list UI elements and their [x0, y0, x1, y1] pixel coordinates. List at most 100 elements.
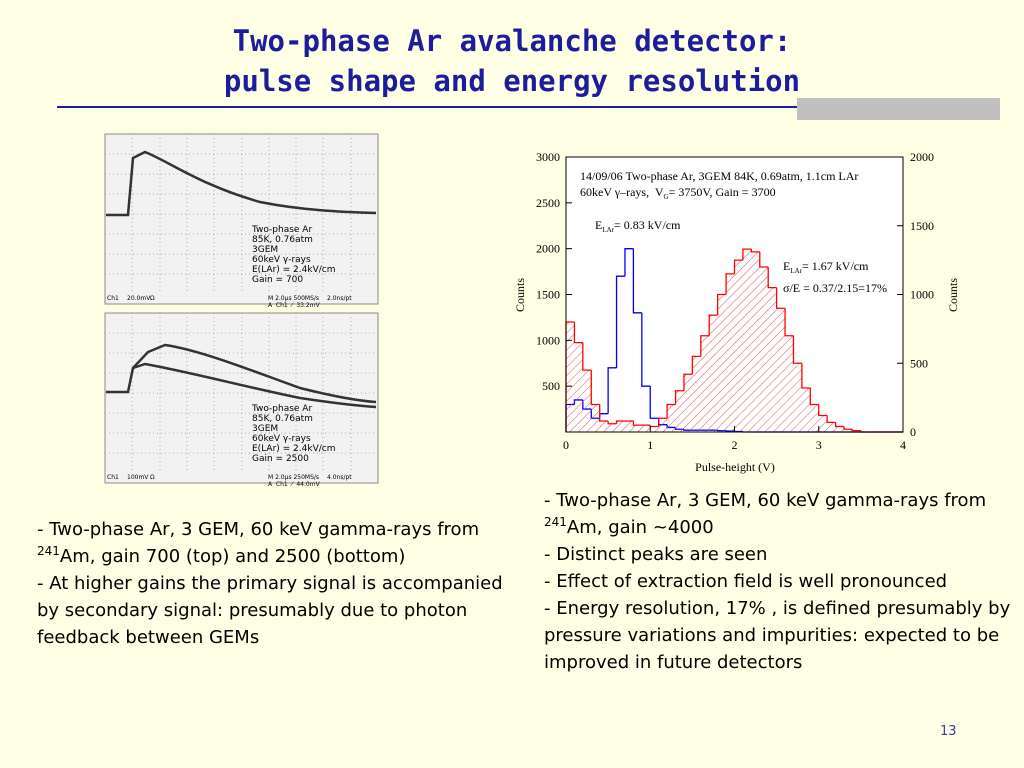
note-item: - Two-phase Ar, 3 GEM, 60 keV gamma-rays…: [37, 516, 512, 570]
scope-footer: M 2.0µs 250MS/s: [268, 474, 319, 481]
scope-label: 60keV γ-rays: [252, 434, 311, 444]
scope-label: E(LAr) = 2.4kV/cm: [252, 444, 335, 454]
scope-footer: 2.0ns/pt: [327, 295, 352, 302]
notes: - Two-phase Ar, 3 GEM, 60 keV gamma-rays…: [544, 487, 1019, 676]
bar-step: [641, 312, 651, 387]
note-text: - At higher gains the primary signal is …: [37, 573, 503, 648]
bar-fill: [683, 374, 693, 432]
bar-step: [767, 267, 777, 289]
bar-fill: [650, 426, 659, 432]
bar-step: [818, 404, 828, 417]
y2-tick-label: 1500: [910, 219, 934, 233]
bar-fill: [658, 418, 668, 432]
scope-label: Gain = 2500: [252, 454, 309, 464]
annotation-text: 14/09/06 Two-phase Ar, 3GEM 84K, 0.69atm…: [580, 169, 858, 183]
y-tick-label: 2000: [536, 242, 560, 256]
bar-step: [834, 422, 845, 428]
scope-label: Gain = 700: [252, 275, 303, 285]
annotation-text: E: [783, 259, 790, 273]
bar-step: [784, 308, 794, 337]
title-bar: [797, 98, 1000, 120]
scope-label: 85K, 0.76atm: [252, 235, 313, 245]
bar-fill: [852, 430, 861, 432]
bar-step: [826, 415, 836, 424]
bar-step: [742, 248, 752, 261]
y2-tick-label: 1000: [910, 288, 934, 302]
y2-tick-label: 2000: [910, 150, 934, 164]
bar-fill: [810, 404, 819, 432]
bar-step: [590, 370, 600, 406]
annotation: 60keV γ–rays, VG= 3750V, Gain = 3700: [580, 185, 776, 201]
annotation-text: 60keV γ–rays, V: [580, 185, 664, 199]
bar-step: [809, 388, 819, 406]
scope-graticule: [105, 134, 378, 292]
bar-step: [666, 403, 676, 419]
bar-step: [632, 421, 642, 426]
bar-step: [843, 426, 853, 430]
note-sup: 241: [37, 544, 60, 558]
bar-step: [759, 251, 769, 268]
bar-step: [573, 322, 583, 344]
y-tick-label: 2500: [536, 196, 560, 210]
bar-step: [851, 429, 861, 432]
bar-fill: [574, 342, 583, 432]
bar-fill: [768, 287, 777, 432]
bar-fill: [742, 249, 752, 432]
scope-graticule: [105, 313, 378, 472]
scope-footer: 100mV: [127, 474, 149, 481]
bar-step: [733, 259, 743, 274]
bar-step: [674, 390, 684, 405]
bar-step: [792, 335, 802, 364]
note-item: - At higher gains the primary signal is …: [37, 570, 512, 651]
scope-label: 60keV γ-rays: [252, 255, 311, 265]
bar-fill: [667, 404, 676, 432]
y-tick-label: 3000: [536, 150, 560, 164]
bar-step: [750, 249, 760, 253]
bar-step: [624, 248, 634, 277]
note-text: - Effect of extraction field is well pro…: [544, 571, 948, 592]
scope-label: E(LAr) = 2.4kV/cm: [252, 265, 335, 275]
page-number: 13: [940, 724, 957, 739]
bar-fill: [726, 273, 735, 432]
x-tick-label: 0: [563, 438, 569, 452]
scope-footer: 20.0mV: [127, 295, 151, 302]
bar-step: [607, 421, 617, 425]
bar-fill: [633, 425, 642, 432]
bar-fill: [641, 425, 651, 432]
note-text: - Distinct peaks are seen: [544, 544, 768, 565]
annotation-text: = 1.67 kV/cm: [802, 259, 869, 273]
note-text: - Two-phase Ar, 3 GEM, 60 keV gamma-rays…: [544, 490, 987, 511]
annotation: ELAr= 0.83 kV/cm: [595, 218, 681, 234]
bar-step: [691, 355, 701, 375]
note-item: - Effect of extraction field is well pro…: [544, 568, 1019, 595]
x-tick-label: 4: [900, 438, 906, 452]
bar-step: [615, 420, 625, 424]
series: [565, 248, 903, 433]
bar-fill: [709, 315, 718, 432]
bar-fill: [835, 426, 845, 432]
bar-fill: [717, 294, 727, 432]
bar-step: [607, 367, 617, 414]
scope-label: Two-phase Ar: [251, 404, 312, 414]
bar-step: [700, 335, 710, 357]
scope-footer: A Ch1 ⁄ 44.0mV: [268, 481, 321, 488]
bar-step: [599, 404, 609, 422]
bar-fill: [734, 260, 743, 432]
x-tick-label: 3: [816, 438, 822, 452]
scope-trace: [106, 343, 377, 404]
bar-fill: [801, 388, 811, 432]
scope-label: 3GEM: [252, 424, 278, 434]
title-line: pulse shape and energy resolution: [223, 64, 801, 98]
bar-fill: [751, 251, 760, 432]
bar-fill: [599, 421, 609, 432]
bar-step: [801, 363, 811, 389]
scope-footer: 4.0ns/pt: [327, 474, 352, 481]
annotation-text: σ/E = 0.37/2.15=17%: [783, 281, 887, 295]
bar-step: [717, 293, 727, 316]
bar-fill: [818, 415, 828, 432]
note-text: Am, gain ~4000: [566, 517, 714, 538]
notes: - Two-phase Ar, 3 GEM, 60 keV gamma-rays…: [37, 516, 512, 651]
bar-fill: [608, 423, 617, 432]
